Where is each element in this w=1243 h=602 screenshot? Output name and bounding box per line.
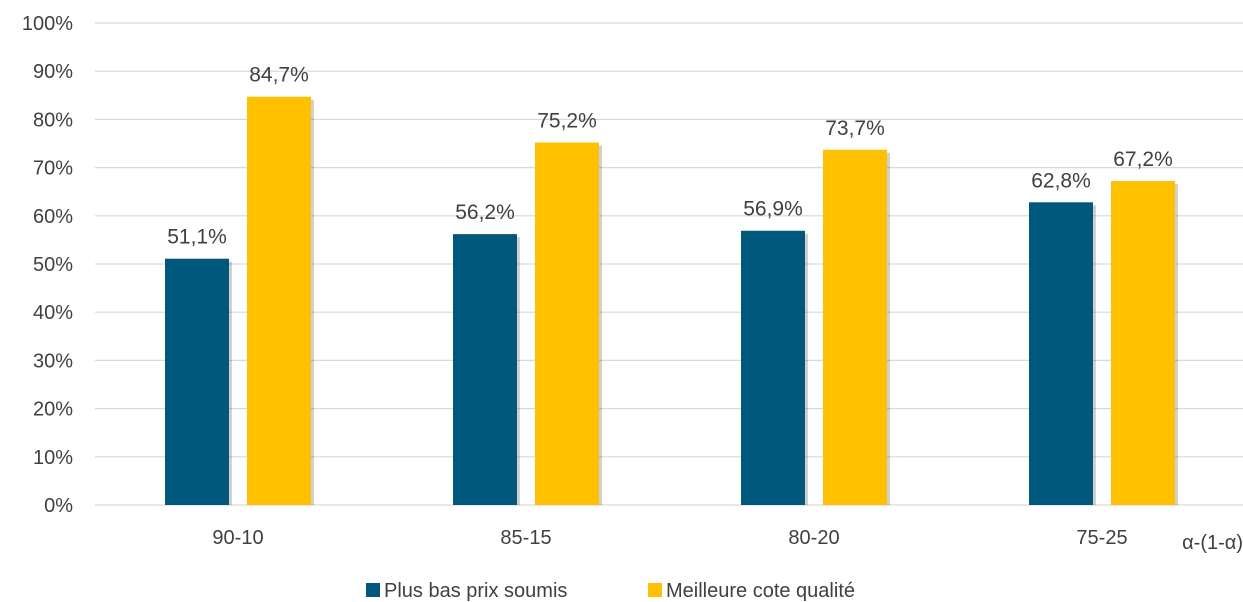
data-label: 75,2% — [537, 110, 597, 133]
bar-meilleure-cote-90-10 — [247, 96, 311, 505]
x-tick-label: 85-15 — [500, 527, 551, 549]
bars — [165, 96, 1178, 506]
y-axis-ticks: 0% 10% 20% 30% 40% 50% 60% 70% 80% 90% 100% — [22, 13, 73, 517]
data-label: 51,1% — [167, 226, 227, 249]
y-tick-label: 80% — [33, 109, 73, 131]
bar-meilleure-cote-80-20 — [823, 149, 887, 506]
data-label: 56,2% — [455, 201, 515, 224]
x-tick-label: 75-25 — [1076, 527, 1127, 549]
y-tick-label: 60% — [33, 206, 73, 228]
data-labels: 51,1% 84,7% 56,2% 75,2% 56,9% 73,7% 62,8% 67,2% — [167, 64, 1173, 249]
y-tick-label: 100% — [22, 13, 73, 35]
y-tick-label: 20% — [33, 399, 73, 421]
bar-plus-bas-prix-80-20 — [741, 230, 805, 505]
y-tick-label: 50% — [33, 254, 73, 276]
bar-plus-bas-prix-85-15 — [453, 234, 517, 505]
bar-meilleure-cote-85-15 — [535, 142, 599, 505]
bar-meilleure-cote-75-25 — [1111, 181, 1175, 505]
legend-swatch-series-1 — [366, 583, 380, 597]
x-tick-label: 90-10 — [212, 527, 263, 549]
bar-plus-bas-prix-90-10 — [165, 258, 229, 505]
y-tick-label: 70% — [33, 158, 73, 180]
x-tick-label: 80-20 — [788, 527, 839, 549]
y-tick-label: 90% — [33, 61, 73, 83]
data-label: 67,2% — [1113, 148, 1173, 171]
legend-swatch-series-2 — [648, 583, 662, 597]
legend-label-series-1: Plus bas prix soumis — [384, 580, 567, 602]
x-axis-ticks: 90-10 85-15 80-20 75-25 — [212, 527, 1127, 549]
data-label: 84,7% — [249, 64, 309, 87]
x-axis-title: α-(1-α) — [1182, 532, 1243, 554]
legend-label-series-2: Meilleure cote qualité — [666, 580, 855, 602]
data-label: 56,9% — [743, 198, 803, 221]
bar-plus-bas-prix-75-25 — [1029, 202, 1093, 505]
y-tick-label: 40% — [33, 302, 73, 324]
y-tick-label: 30% — [33, 350, 73, 372]
data-label: 62,8% — [1031, 169, 1091, 192]
y-tick-label: 10% — [33, 447, 73, 469]
legend: Plus bas prix soumis Meilleure cote qual… — [366, 580, 855, 602]
y-tick-label: 0% — [44, 495, 73, 517]
data-label: 73,7% — [825, 117, 885, 140]
